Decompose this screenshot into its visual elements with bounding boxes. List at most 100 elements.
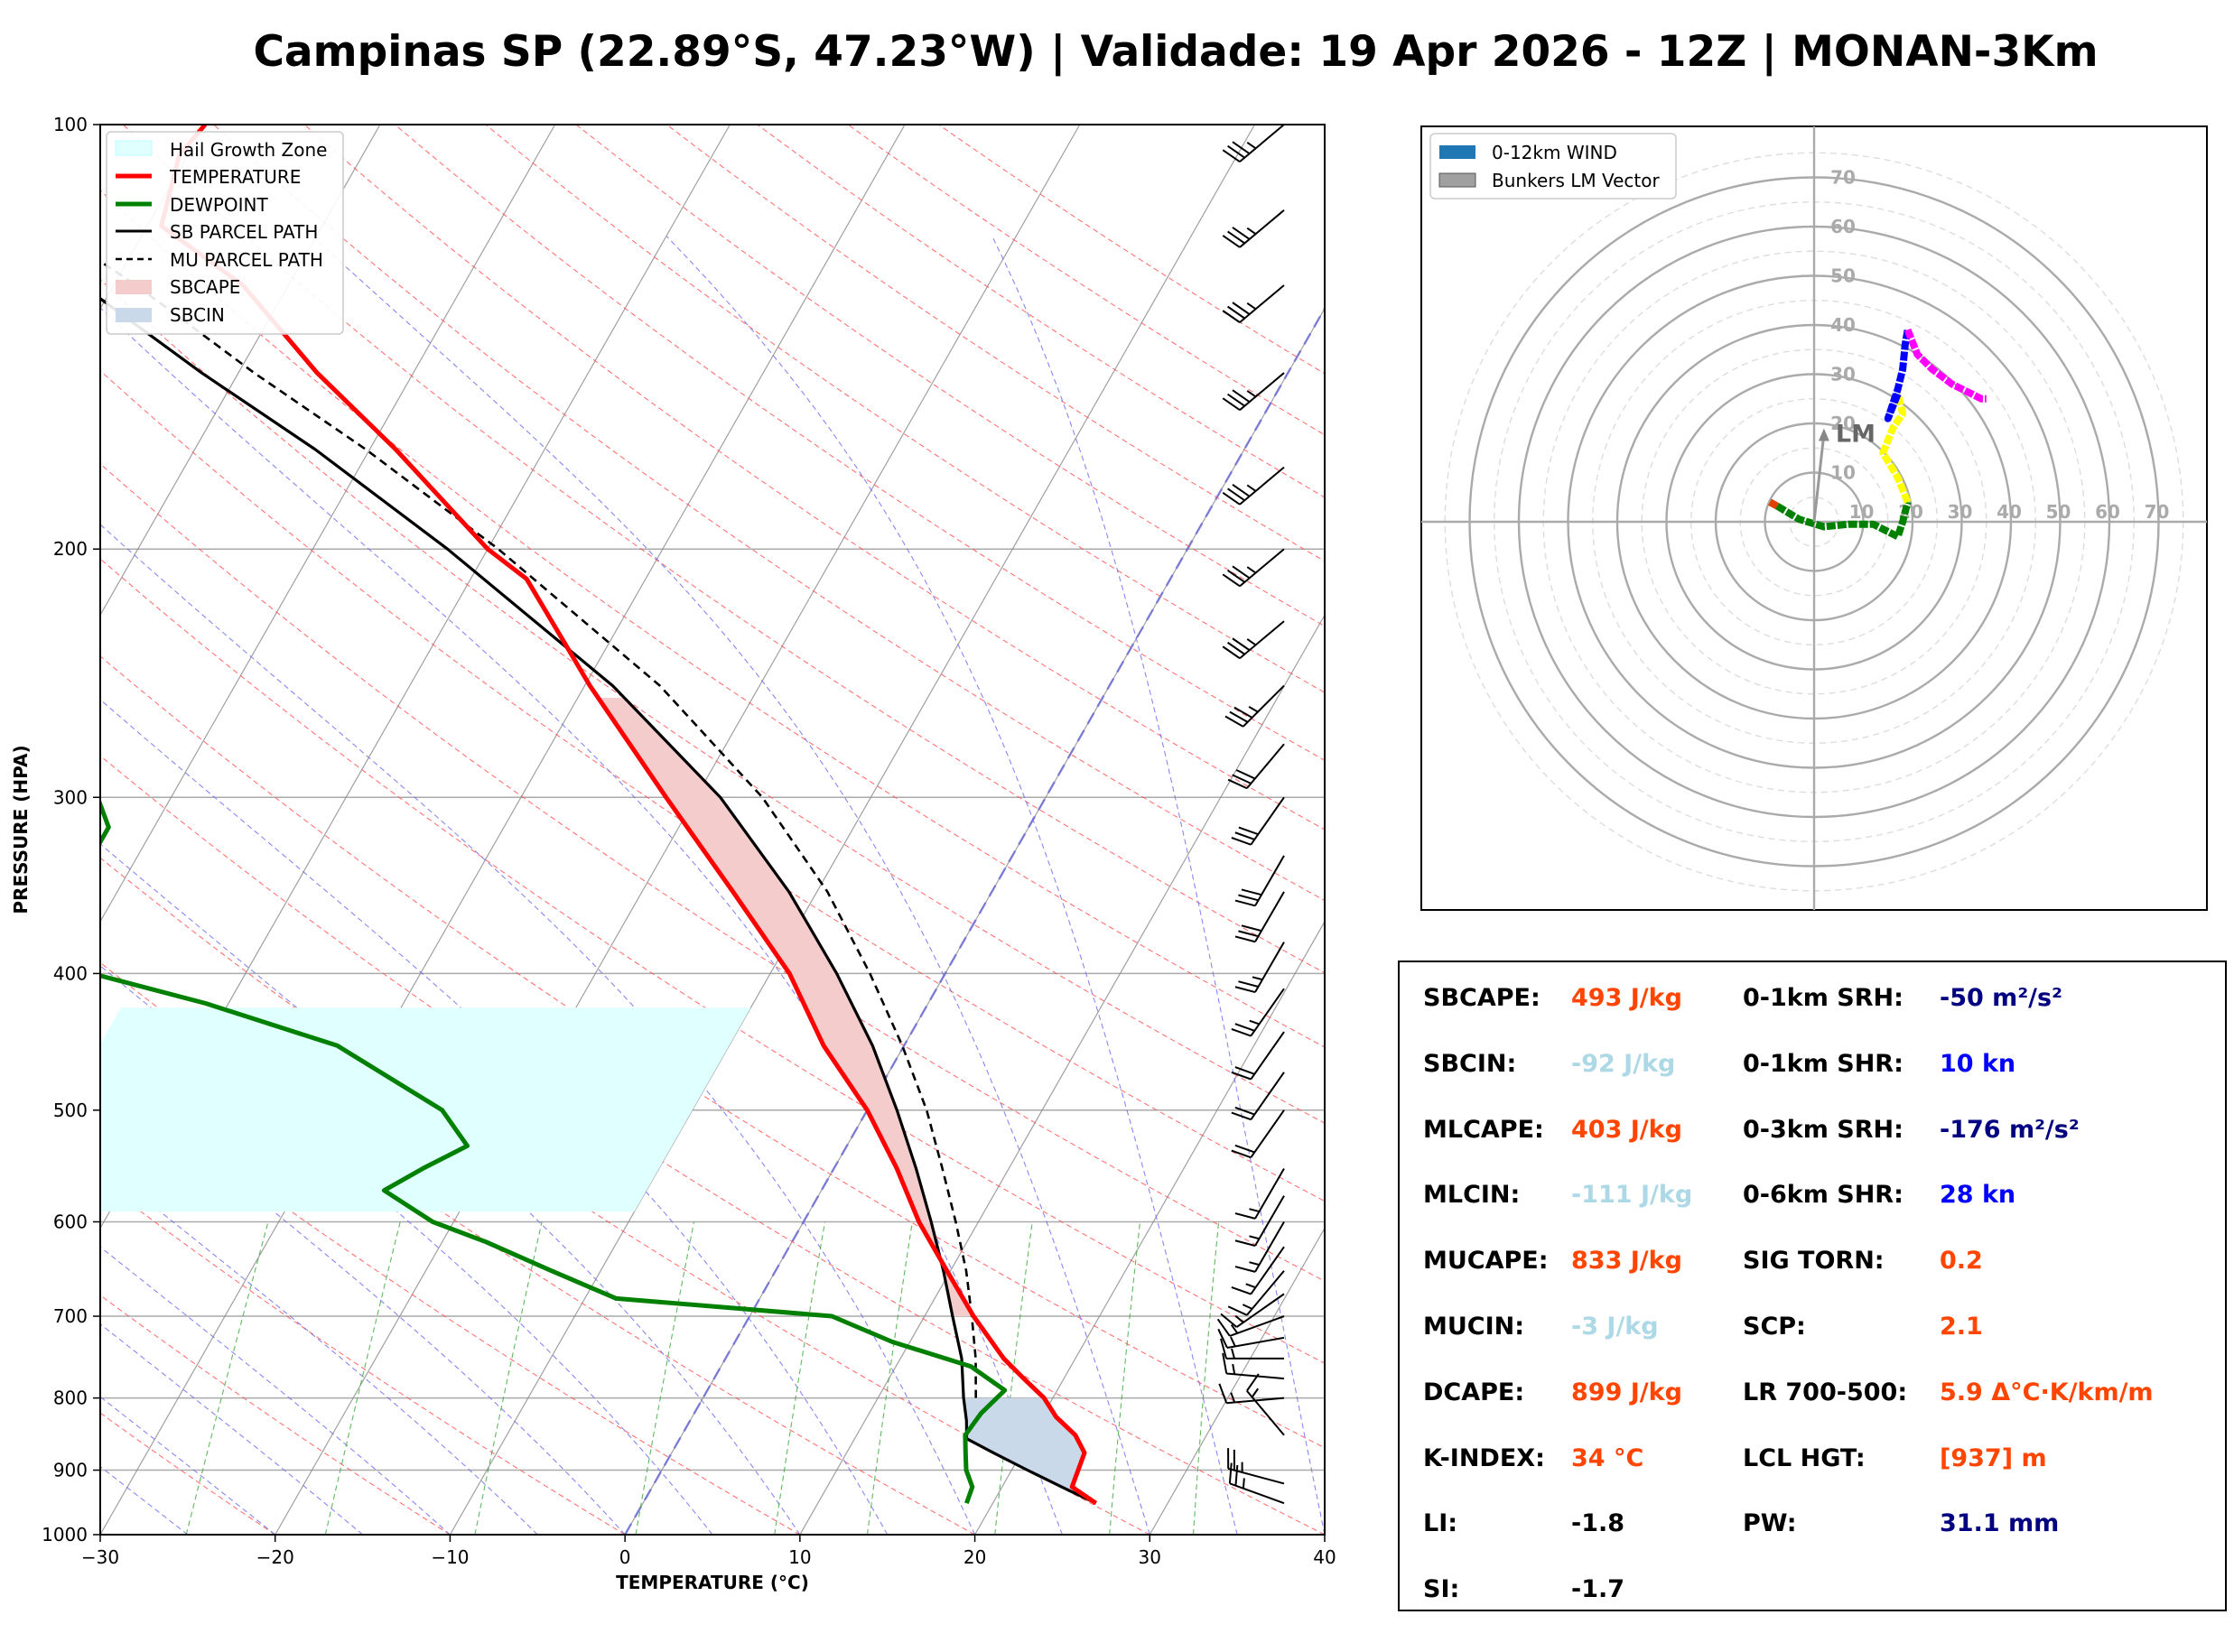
barb-full <box>1222 573 1241 588</box>
wind-barb <box>1234 855 1285 907</box>
barb-staff <box>1250 988 1285 1037</box>
moist-adiabat <box>100 965 713 1535</box>
wind-barb <box>1231 796 1285 846</box>
barb-half <box>1232 1363 1236 1375</box>
barb-staff <box>1246 1270 1285 1316</box>
param-label: SCP: <box>1743 1313 1806 1341</box>
mixing-ratio-line <box>1192 1221 1220 1535</box>
barb-full <box>1229 710 1249 723</box>
barb-full <box>1222 149 1241 162</box>
param-value: 0.2 <box>1940 1247 1983 1276</box>
barb-full <box>1222 310 1241 323</box>
legend-label-bunkers: Bunkers LM Vector <box>1492 170 1661 191</box>
barb-full <box>1227 393 1245 407</box>
isotherm <box>100 125 556 923</box>
barb-full <box>1216 1318 1231 1337</box>
barb-half <box>1251 1387 1259 1398</box>
barb-half <box>1246 142 1257 150</box>
barb-full <box>1227 230 1245 245</box>
y-tick-label: 200 <box>53 538 88 560</box>
param-label: K-INDEX: <box>1423 1443 1545 1472</box>
barb-half <box>1248 706 1259 713</box>
barb-staff <box>1236 1293 1285 1328</box>
barb-full <box>1218 1383 1228 1404</box>
hodograph-ring-label-v: 10 <box>1830 462 1856 484</box>
moist-adiabat <box>666 236 1238 1535</box>
legend-swatch-hail <box>115 140 153 156</box>
barb-full <box>1233 706 1253 719</box>
moist-adiabat <box>100 1323 363 1535</box>
dewpoint-profile <box>100 797 1008 1505</box>
bunkers-lm-arrowhead <box>1818 428 1829 441</box>
mixing-ratio-line <box>1109 1221 1141 1535</box>
wind-barb <box>1234 942 1285 994</box>
isotherm <box>100 125 731 1230</box>
barb-full <box>1232 227 1251 240</box>
barb-full <box>1232 302 1251 315</box>
mixing-ratio-line <box>185 1221 269 1535</box>
barb-staff <box>1254 855 1285 906</box>
wind-barb <box>1234 1220 1285 1273</box>
hodograph-segment <box>1775 501 1912 541</box>
barb-full <box>1234 831 1255 840</box>
wind-barb <box>1222 1352 1285 1380</box>
barb-full <box>1227 144 1245 159</box>
barb-staff <box>1239 466 1285 506</box>
mixing-ratio-line <box>774 1221 826 1535</box>
barb-full <box>1234 1266 1256 1273</box>
wind-barb <box>1222 466 1285 506</box>
barb-half <box>1249 1208 1260 1213</box>
barb-half <box>1249 1261 1260 1267</box>
moist-adiabat <box>100 1163 538 1535</box>
moist-adiabat <box>312 236 1150 1535</box>
barb-full <box>1232 483 1251 497</box>
isotherm <box>449 125 1256 1535</box>
param-label: LI: <box>1423 1509 1458 1538</box>
barb-full <box>1220 1338 1227 1360</box>
barb-staff <box>1254 1220 1285 1273</box>
barb-staff <box>1229 1482 1285 1505</box>
legend-label-mu-parcel: MU PARCEL PATH <box>170 249 323 271</box>
param-label: SBCIN: <box>1423 1049 1517 1078</box>
x-tick-label: −30 <box>81 1546 119 1568</box>
barb-half <box>1246 302 1257 311</box>
moist-adiabat <box>100 307 1063 1535</box>
barb-full <box>1234 1106 1255 1116</box>
y-tick-label: 100 <box>53 114 88 135</box>
param-label: SIG TORN: <box>1743 1247 1885 1276</box>
x-tick-label: −10 <box>431 1546 469 1568</box>
barb-staff <box>1226 1336 1285 1349</box>
wind-barb <box>1216 1315 1285 1337</box>
y-tick-label: 500 <box>53 1100 88 1121</box>
isotherm <box>100 125 906 1535</box>
param-value: -176 m²/s² <box>1940 1115 2080 1144</box>
barb-staff <box>1239 124 1285 162</box>
wind-barb <box>1222 284 1285 323</box>
moist-adiabat <box>100 524 976 1535</box>
isotherm <box>1149 1227 1325 1535</box>
param-label: LR 700-500: <box>1743 1378 1908 1406</box>
sbcape-area <box>598 698 974 1316</box>
hodograph-segment <box>1904 328 1987 403</box>
y-tick-label: 300 <box>53 786 88 808</box>
barb-staff <box>1250 1246 1285 1295</box>
chart-title: Campinas SP (22.89°S, 47.23°W) | Validad… <box>253 27 2099 77</box>
barb-full <box>1232 389 1251 404</box>
param-label: MLCIN: <box>1423 1181 1521 1210</box>
wind-barb <box>1234 1195 1285 1247</box>
barb-full <box>1238 980 1259 988</box>
barb-full <box>1222 491 1241 506</box>
hodograph-ring-label-v: 30 <box>1830 364 1856 385</box>
legend-swatch-sbcin <box>116 308 152 322</box>
hail-growth-zone <box>100 1007 751 1212</box>
barb-half <box>1242 1478 1245 1489</box>
barb-full <box>1238 826 1259 836</box>
dry-adiabat <box>122 125 1325 974</box>
y-tick-label: 600 <box>53 1211 88 1232</box>
param-label: PW: <box>1743 1509 1797 1538</box>
wind-barb <box>1231 1072 1285 1121</box>
param-value: 28 kn <box>1940 1181 2016 1210</box>
wind-barb <box>1220 1338 1284 1360</box>
barb-full <box>1232 141 1251 154</box>
